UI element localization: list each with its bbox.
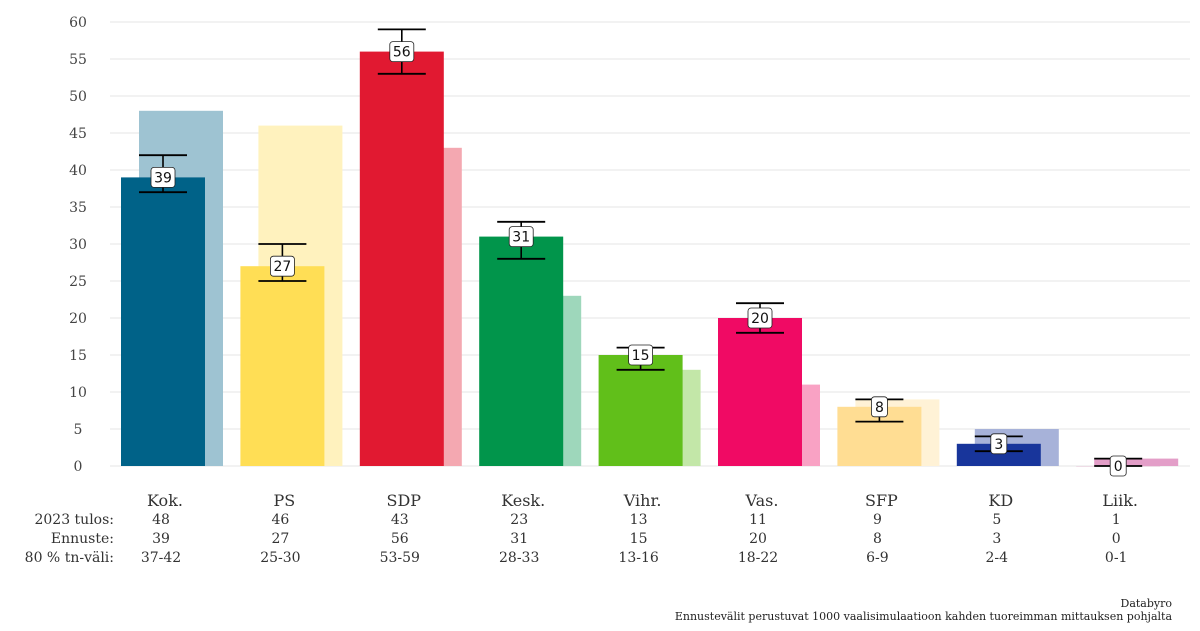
y-tick-label: 10 — [69, 385, 87, 401]
forecast-label-6: 8 — [871, 396, 888, 418]
table-cell-0-6: 9 — [873, 512, 882, 528]
svg-text:8: 8 — [875, 400, 884, 416]
y-tick-label: 5 — [74, 422, 83, 438]
table-cell-2-2: 53-59 — [380, 550, 420, 566]
table-cell-0-8: 1 — [1112, 512, 1121, 528]
table-cell-1-5: 20 — [749, 531, 767, 547]
y-tick-label: 50 — [69, 89, 87, 105]
table-row-label-0: 2023 tulos: — [34, 512, 114, 528]
svg-text:27: 27 — [273, 259, 291, 275]
table-cell-0-5: 11 — [749, 512, 767, 528]
table-cell-2-6: 6-9 — [866, 550, 889, 566]
y-tick-label: 55 — [69, 52, 87, 68]
forecast-label-3: 31 — [508, 226, 534, 248]
category-label-8: Liik. — [1102, 491, 1138, 510]
category-label-0: Kok. — [147, 491, 183, 510]
forecast-label-8: 0 — [1109, 455, 1127, 477]
table-cell-1-4: 15 — [630, 531, 648, 547]
table-cell-0-2: 43 — [391, 512, 409, 528]
category-label-1: PS — [274, 491, 296, 510]
table-cell-0-4: 13 — [630, 512, 648, 528]
category-label-3: Kesk. — [501, 491, 545, 510]
x-axis-categories: Kok. PS SDP Kesk. Vihr. Vas. SFP KD Liik. — [147, 491, 1138, 510]
forecast-label-0: 39 — [150, 166, 176, 188]
y-tick-label: 40 — [69, 163, 87, 179]
y-tick-label: 15 — [69, 348, 87, 364]
table-cell-1-2: 56 — [391, 531, 409, 547]
y-tick-label: 35 — [69, 200, 87, 216]
table-cell-2-0: 37-42 — [141, 550, 181, 566]
table-cell-1-3: 31 — [510, 531, 528, 547]
table-row-label-1: Ennuste: — [51, 531, 114, 547]
y-tick-label: 60 — [69, 15, 87, 31]
table-cell-1-7: 3 — [992, 531, 1001, 547]
bar-forecast-7 — [956, 443, 1041, 466]
svg-text:15: 15 — [632, 348, 650, 364]
forecast-label-5: 20 — [747, 307, 773, 329]
bar-forecast-4 — [598, 355, 683, 466]
table-cell-1-6: 8 — [873, 531, 882, 547]
y-tick-label: 25 — [69, 274, 87, 290]
svg-text:0: 0 — [1114, 459, 1123, 475]
footer-source: Databyro — [1120, 597, 1173, 610]
forecast-label-1: 27 — [269, 255, 295, 277]
table-cell-0-0: 48 — [152, 512, 170, 528]
data-table: 2023 tulos: 48 46 43 23 13 11 9 5 1 Ennuste: 39 27 56… — [25, 512, 1128, 566]
table-cell-1-1: 27 — [271, 531, 289, 547]
table-cell-2-5: 18-22 — [738, 550, 778, 566]
svg-text:3: 3 — [994, 437, 1003, 453]
table-cell-2-8: 0-1 — [1105, 550, 1128, 566]
y-axis: 0 5 10 15 20 25 30 35 40 45 50 55 60 — [69, 15, 87, 475]
forecast-label-4: 15 — [628, 344, 653, 366]
y-tick-label: 20 — [69, 311, 87, 327]
svg-text:20: 20 — [751, 311, 769, 327]
y-tick-label: 30 — [69, 237, 87, 253]
forecast-value-labels: 39 27 56 31 15 20 8 3 0 — [150, 41, 1127, 477]
svg-text:56: 56 — [393, 45, 411, 61]
category-label-6: SFP — [865, 491, 898, 510]
category-label-7: KD — [988, 491, 1013, 510]
category-label-2: SDP — [387, 491, 422, 510]
table-cell-2-4: 13-16 — [618, 550, 658, 566]
category-label-4: Vihr. — [623, 491, 662, 510]
footer-note: Ennustevälit perustuvat 1000 vaalisimula… — [674, 610, 1172, 623]
table-row-label-2: 80 % tn-väli: — [25, 550, 114, 566]
bar-forecast-5 — [718, 318, 802, 466]
bars-forecast — [121, 51, 1161, 467]
table-cell-0-7: 5 — [992, 512, 1001, 528]
forecast-label-2: 56 — [389, 41, 415, 62]
bar-forecast-2 — [359, 51, 444, 466]
bar-forecast-1 — [240, 266, 325, 466]
svg-text:31: 31 — [512, 230, 530, 246]
bar-forecast-3 — [479, 236, 564, 466]
bar-forecast-0 — [121, 177, 205, 466]
table-cell-1-0: 39 — [152, 531, 170, 547]
table-cell-1-8: 0 — [1112, 531, 1121, 547]
table-cell-0-3: 23 — [510, 512, 528, 528]
table-cell-2-3: 28-33 — [499, 550, 539, 566]
bar-2023-8 — [1094, 458, 1179, 466]
y-tick-label: 0 — [74, 459, 83, 475]
table-cell-2-7: 2-4 — [986, 550, 1009, 566]
table-cell-0-1: 46 — [271, 512, 289, 528]
forecast-label-7: 3 — [990, 433, 1008, 455]
category-label-5: Vas. — [745, 491, 779, 510]
y-tick-label: 45 — [69, 126, 87, 142]
svg-text:39: 39 — [154, 170, 172, 186]
table-cell-2-1: 25-30 — [260, 550, 300, 566]
